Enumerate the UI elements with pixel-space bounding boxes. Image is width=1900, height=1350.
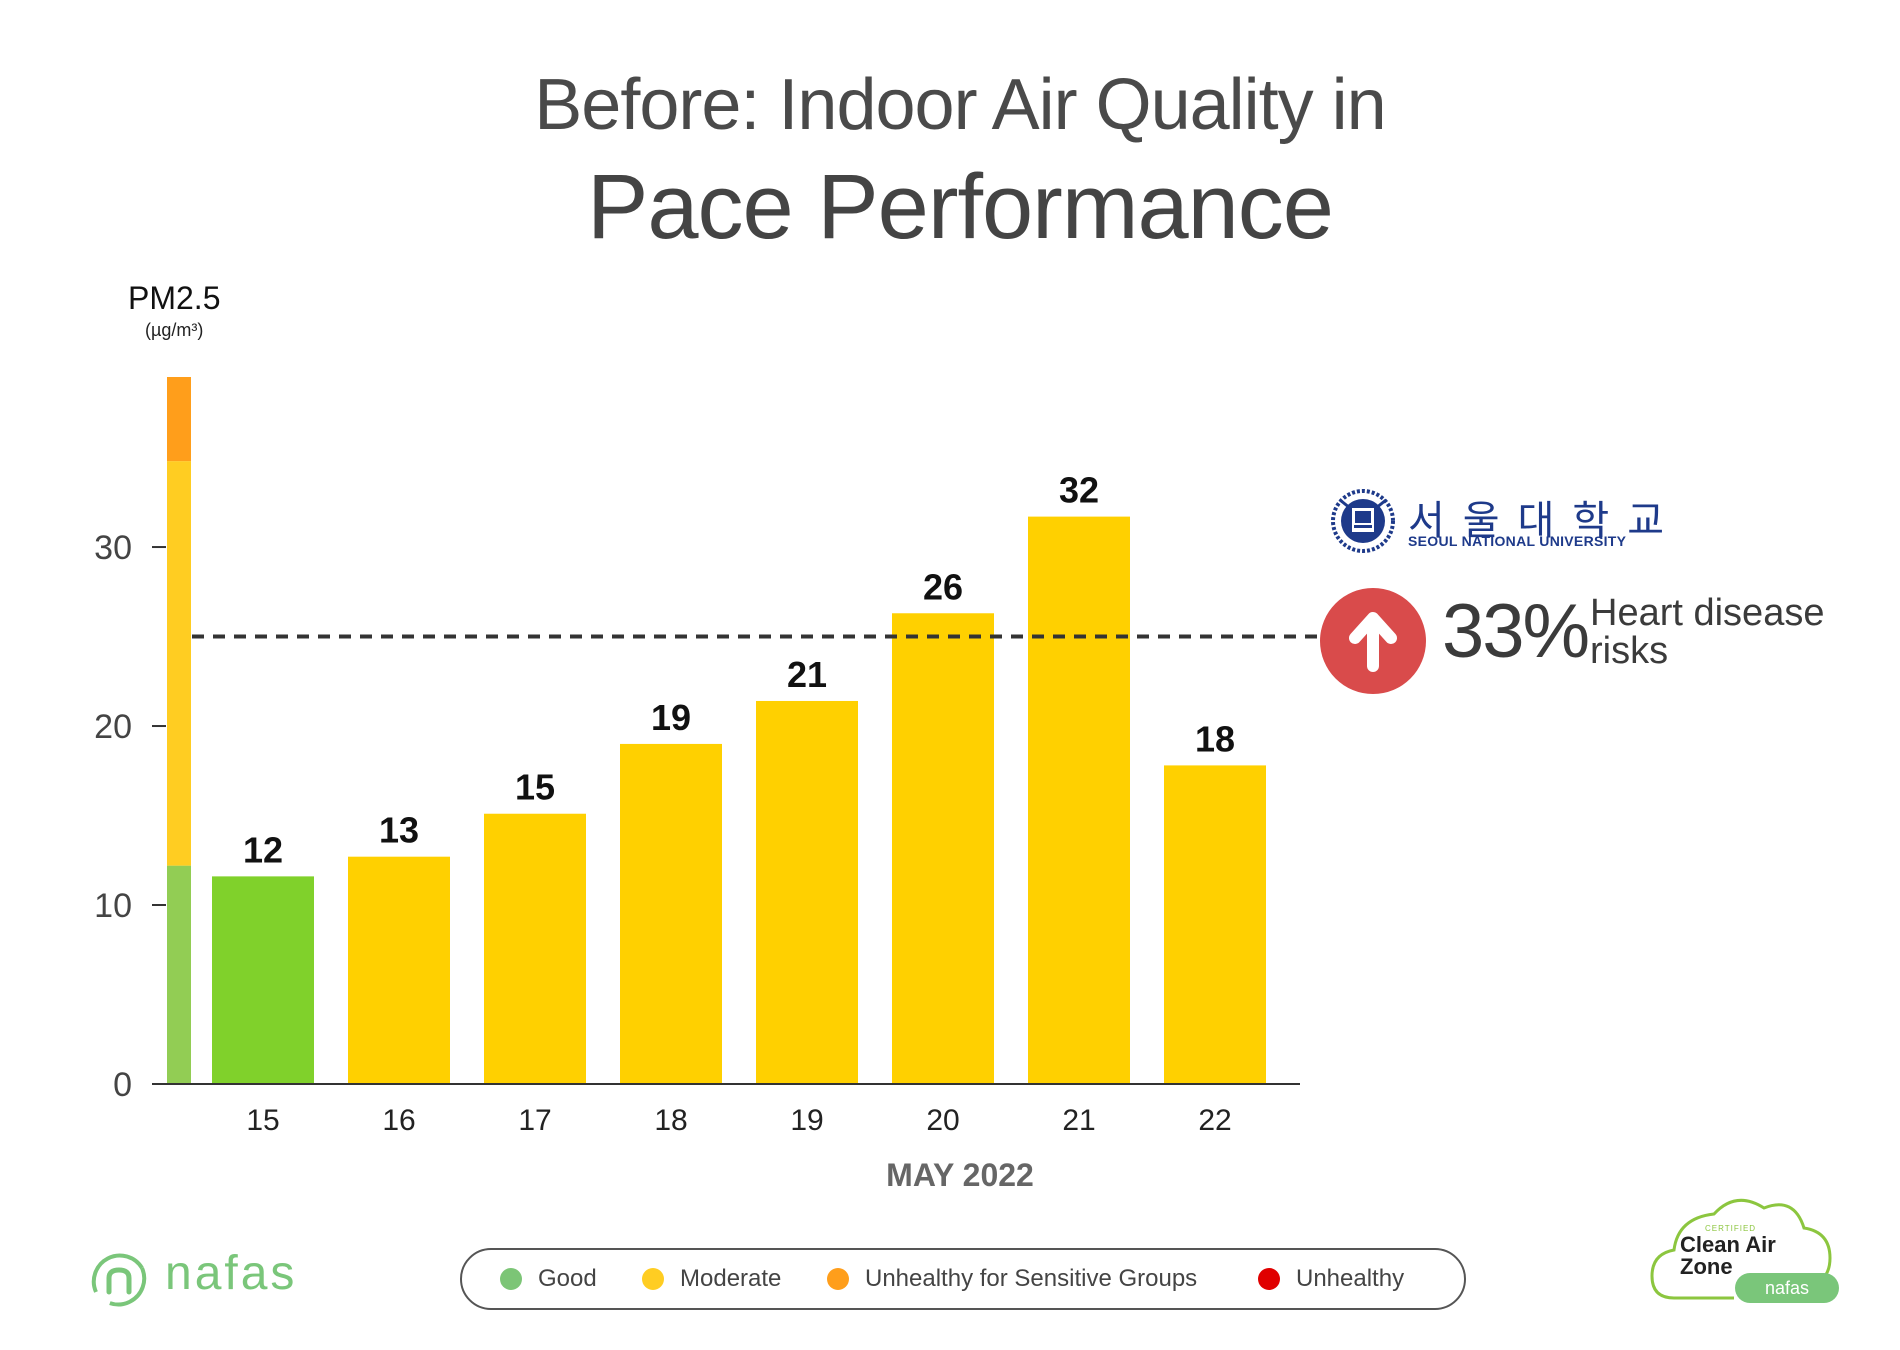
data-label: 19	[651, 697, 691, 738]
data-label: 13	[379, 810, 419, 851]
badge-title: Clean Air Zone	[1680, 1232, 1776, 1279]
data-label: 21	[787, 654, 827, 695]
risk-percent: 33%	[1442, 589, 1590, 674]
legend-swatch	[1258, 1268, 1280, 1290]
title-line-2: Pace Performance	[587, 156, 1334, 258]
legend-swatch	[500, 1268, 522, 1290]
data-label: 18	[1195, 718, 1235, 759]
bar	[892, 613, 994, 1084]
badge-certified: CERTIFIED	[1705, 1224, 1757, 1233]
data-label: 32	[1059, 470, 1099, 511]
x-tick-label: 15	[246, 1104, 279, 1137]
bar	[756, 700, 858, 1084]
scale-band	[167, 377, 191, 462]
x-tick-label: 16	[382, 1104, 415, 1137]
x-axis-title: MAY 2022	[886, 1157, 1034, 1193]
bar	[620, 743, 722, 1084]
arrow-up-icon	[1349, 612, 1397, 672]
x-tick-label: 19	[790, 1104, 823, 1137]
legend-label: Moderate	[680, 1265, 782, 1292]
bar	[348, 856, 450, 1084]
y-tick-label: 10	[94, 887, 132, 925]
snu-emblem-icon	[1331, 489, 1395, 553]
legend: Good Moderate Unhealthy for Sensitive Gr…	[460, 1248, 1466, 1310]
institution-english: SEOUL NATIONAL UNIVERSITY	[1408, 533, 1627, 549]
bar	[212, 876, 314, 1084]
title-line-1: Before: Indoor Air Quality in	[534, 65, 1386, 145]
x-tick-label: 17	[518, 1104, 551, 1137]
legend-label: Unhealthy	[1296, 1265, 1405, 1292]
badge-brand: nafas	[1735, 1273, 1839, 1303]
legend-item-good: Good	[500, 1250, 597, 1308]
legend-swatch	[827, 1268, 849, 1290]
y-tick-label: 30	[94, 529, 132, 567]
institution-korean: 서울대학교	[1408, 499, 1682, 543]
x-tick-label: 20	[926, 1104, 959, 1137]
y-axis-unit: (µg/m³)	[145, 320, 204, 340]
legend-swatch	[642, 1268, 664, 1290]
scale-band	[167, 461, 191, 866]
legend-item-moderate: Moderate	[642, 1250, 781, 1308]
x-tick-label: 22	[1198, 1104, 1231, 1137]
y-tick-label: 0	[113, 1066, 132, 1104]
bar	[1028, 516, 1130, 1084]
data-label: 15	[515, 767, 555, 808]
risk-text: Heart disease risks	[1590, 592, 1825, 672]
y-tick-label: 20	[94, 708, 132, 746]
nafas-logo-icon	[91, 1253, 147, 1307]
x-tick-label: 21	[1062, 1104, 1095, 1137]
cloud-badge-icon	[1650, 1198, 1832, 1300]
bar	[484, 813, 586, 1084]
data-label: 12	[243, 829, 283, 870]
bar	[1164, 765, 1266, 1084]
x-tick-label: 18	[654, 1104, 687, 1137]
legend-item-sensitive: Unhealthy for Sensitive Groups	[827, 1250, 1197, 1308]
y-axis-label: PM2.5	[128, 280, 221, 316]
scale-band	[167, 865, 191, 1084]
legend-label: Unhealthy for Sensitive Groups	[865, 1265, 1198, 1292]
data-label: 26	[923, 566, 963, 607]
brand-name: nafas	[165, 1247, 298, 1300]
legend-item-unhealthy: Unhealthy	[1258, 1250, 1404, 1308]
risk-circle	[1320, 588, 1426, 694]
legend-label: Good	[538, 1265, 597, 1292]
